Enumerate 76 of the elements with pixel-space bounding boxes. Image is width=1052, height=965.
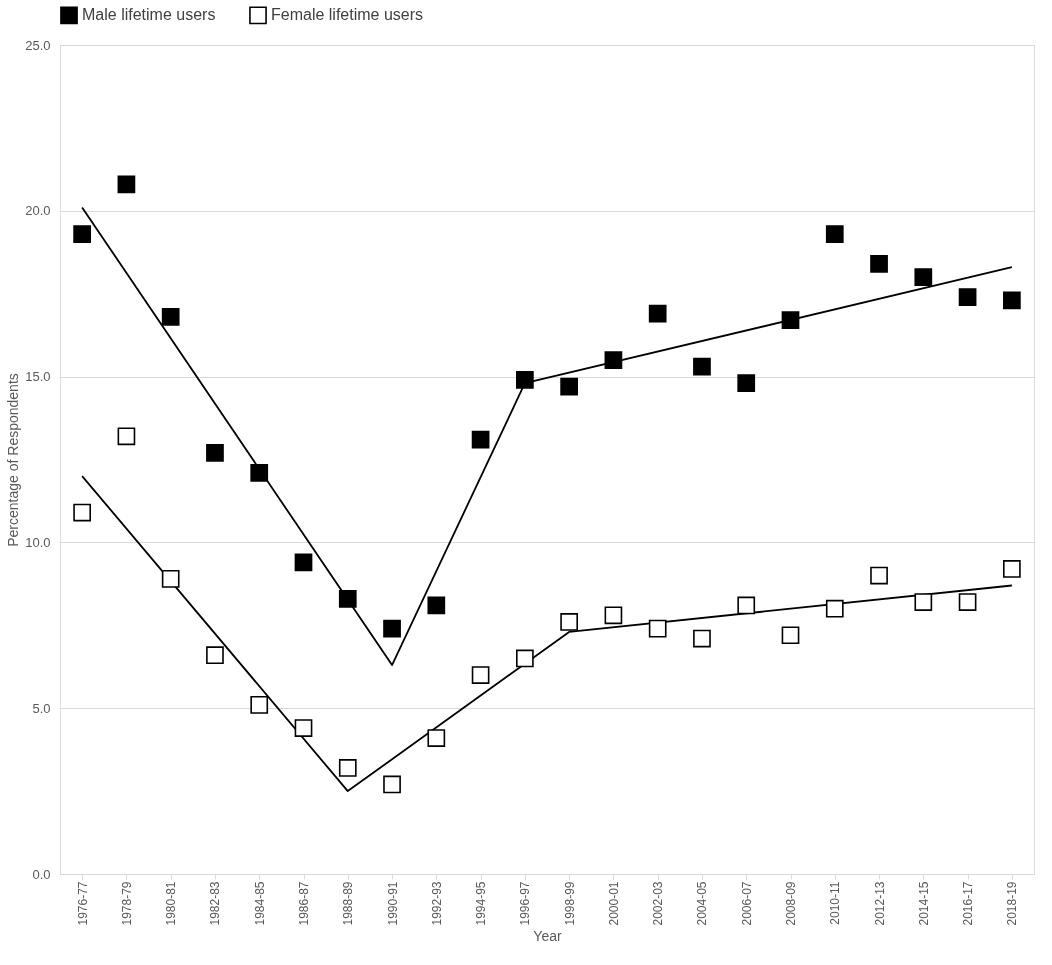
point <box>604 351 623 369</box>
x-tick-label: 2014-15 <box>916 881 931 926</box>
point <box>870 254 888 273</box>
legend-label: Male lifetime users <box>82 6 216 24</box>
legend-label: Female lifetime users <box>271 6 424 24</box>
point <box>958 288 977 306</box>
point <box>73 503 91 522</box>
point <box>250 463 269 482</box>
point <box>427 729 446 747</box>
point <box>117 427 136 446</box>
y-axis-title: Percentage of Respondents <box>5 373 22 547</box>
y-tick-label: 0.0 <box>32 866 51 882</box>
x-tick-label: 1988-89 <box>341 881 356 926</box>
point <box>383 619 401 638</box>
point <box>294 553 313 572</box>
y-tick-label: 20.0 <box>25 203 51 219</box>
x-tick-label: 2018-19 <box>1005 881 1020 926</box>
point <box>250 696 269 714</box>
point <box>206 444 224 462</box>
point <box>294 719 313 737</box>
point <box>648 304 667 323</box>
point <box>338 759 357 777</box>
point <box>383 775 401 794</box>
x-tick-label: 2008-09 <box>784 881 798 926</box>
x-tick-label: 1992-93 <box>429 881 444 926</box>
x-tick-label: 1996-97 <box>518 881 533 926</box>
point <box>604 606 623 625</box>
point <box>737 596 756 615</box>
x-tick-label: 1998-99 <box>562 881 577 926</box>
x-tick-label: 1994-95 <box>474 881 489 926</box>
x-tick-label: 2000-01 <box>606 881 621 926</box>
x-axis-title: Year <box>533 927 562 944</box>
point <box>825 599 844 618</box>
point <box>206 646 224 665</box>
point <box>516 371 534 389</box>
x-tick-label: 2006-07 <box>739 881 754 926</box>
x-tick-label: 2004-05 <box>695 881 710 926</box>
point <box>693 357 711 376</box>
point <box>427 596 446 615</box>
point <box>914 268 933 286</box>
point <box>693 629 711 648</box>
point <box>1003 291 1021 310</box>
y-tick-label: 10.0 <box>25 534 51 550</box>
x-tick-label: 1978-79 <box>119 881 134 926</box>
x-tick-label: 1976-77 <box>75 881 90 926</box>
point <box>648 619 667 638</box>
y-tick-label: 5.0 <box>32 700 51 716</box>
x-tick-label: 1984-85 <box>252 881 267 926</box>
point <box>958 593 977 611</box>
point <box>516 649 534 668</box>
x-tick-label: 2002-03 <box>651 881 666 926</box>
point <box>338 589 357 608</box>
point <box>560 377 578 396</box>
point <box>825 225 844 243</box>
y-tick-label: 25.0 <box>25 37 51 53</box>
point <box>161 570 180 588</box>
point <box>471 430 490 449</box>
x-tick-label: 2016-17 <box>961 881 976 926</box>
point <box>1003 560 1021 578</box>
point <box>737 374 756 393</box>
point <box>560 613 578 631</box>
x-tick-label: 1980-81 <box>164 881 179 926</box>
point <box>914 593 933 611</box>
x-tick-label: 2012-13 <box>872 881 887 926</box>
point <box>471 666 490 684</box>
point <box>117 175 136 194</box>
point <box>781 626 800 645</box>
y-tick-label: 15.0 <box>25 369 51 385</box>
point <box>870 566 888 585</box>
x-tick-label: 1990-91 <box>385 881 400 926</box>
point <box>161 308 180 326</box>
point <box>781 311 800 330</box>
x-tick-label: 2010-11 <box>828 881 843 925</box>
x-tick-label: 1986-87 <box>297 881 311 926</box>
point <box>73 225 91 243</box>
x-tick-label: 1982-83 <box>208 881 223 926</box>
